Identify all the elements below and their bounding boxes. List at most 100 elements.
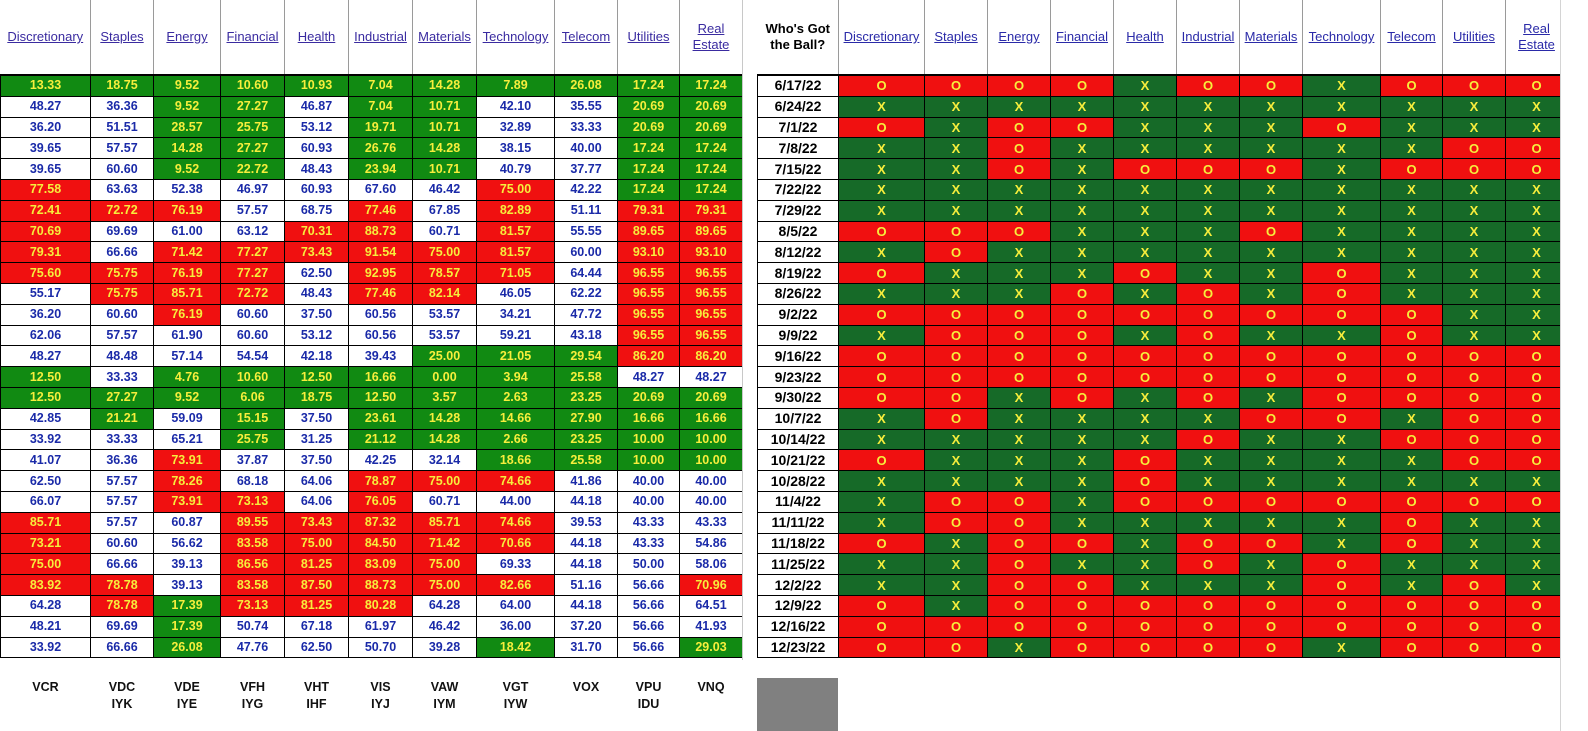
value-cell[interactable]: 42.10: [476, 95, 555, 118]
signal-cell[interactable]: O: [1505, 636, 1568, 659]
value-cell[interactable]: 12.50: [284, 366, 349, 388]
value-cell[interactable]: 25.75: [220, 116, 285, 139]
signal-cell[interactable]: X: [1505, 532, 1568, 555]
value-cell[interactable]: 16.66: [679, 407, 743, 430]
signal-cell[interactable]: X: [1239, 386, 1303, 409]
ticker-cell[interactable]: [680, 695, 743, 712]
signal-cell[interactable]: X: [1176, 178, 1240, 201]
value-cell[interactable]: 61.90: [153, 324, 221, 347]
value-cell[interactable]: 37.50: [284, 407, 349, 430]
date-cell[interactable]: 7/22/22: [757, 178, 839, 201]
value-cell[interactable]: 60.87: [153, 511, 221, 534]
value-cell[interactable]: 0.00: [412, 366, 477, 388]
value-cell[interactable]: 26.08: [153, 636, 221, 659]
signal-cell[interactable]: O: [1050, 366, 1114, 388]
signal-cell[interactable]: O: [1505, 345, 1568, 368]
date-cell[interactable]: 12/2/22: [757, 574, 839, 596]
value-cell[interactable]: 21.21: [90, 407, 154, 430]
value-cell[interactable]: 9.52: [153, 74, 221, 97]
signal-cell[interactable]: O: [838, 116, 925, 139]
ticker-cell[interactable]: IYE: [176, 696, 198, 711]
signal-cell[interactable]: O: [924, 220, 988, 243]
signal-cell[interactable]: X: [1380, 199, 1443, 222]
signal-cell[interactable]: X: [924, 532, 988, 555]
value-cell[interactable]: 37.87: [220, 449, 285, 472]
signal-cell[interactable]: X: [1442, 303, 1506, 326]
signal-cell[interactable]: X: [1505, 511, 1568, 534]
signal-cell[interactable]: X: [1050, 490, 1114, 513]
signal-cell[interactable]: X: [987, 178, 1051, 201]
value-cell[interactable]: 70.96: [679, 574, 743, 596]
signal-cell[interactable]: O: [1176, 345, 1240, 368]
value-cell[interactable]: 96.55: [679, 303, 743, 326]
value-cell[interactable]: 12.50: [348, 386, 413, 409]
col-header-technology[interactable]: Technology: [476, 0, 555, 76]
signal-cell[interactable]: X: [838, 95, 925, 118]
signal-cell[interactable]: X: [987, 262, 1051, 284]
value-cell[interactable]: 2.66: [476, 428, 555, 451]
signal-cell[interactable]: O: [924, 366, 988, 388]
signal-cell[interactable]: X: [1302, 74, 1381, 97]
ball-header-discretionary[interactable]: Discretionary: [838, 0, 925, 76]
value-cell[interactable]: 40.00: [617, 470, 680, 492]
value-cell[interactable]: 14.66: [476, 407, 555, 430]
signal-cell[interactable]: X: [1239, 553, 1303, 576]
signal-cell[interactable]: X: [1239, 95, 1303, 118]
signal-cell[interactable]: X: [1380, 241, 1443, 264]
signal-cell[interactable]: O: [924, 241, 988, 264]
value-cell[interactable]: 29.54: [554, 345, 618, 368]
signal-cell[interactable]: X: [1050, 241, 1114, 264]
signal-cell[interactable]: X: [838, 470, 925, 492]
signal-cell[interactable]: O: [1380, 345, 1443, 368]
signal-cell[interactable]: X: [924, 137, 988, 160]
value-cell[interactable]: 88.73: [348, 574, 413, 596]
value-cell[interactable]: 57.57: [90, 490, 154, 513]
col-header-utilities[interactable]: Utilities: [617, 0, 680, 76]
value-cell[interactable]: 75.00: [412, 553, 477, 576]
value-cell[interactable]: 66.66: [90, 553, 154, 576]
signal-cell[interactable]: O: [924, 407, 988, 430]
signal-cell[interactable]: X: [1380, 178, 1443, 201]
value-cell[interactable]: 77.27: [220, 241, 285, 264]
value-cell[interactable]: 9.52: [153, 95, 221, 118]
signal-cell[interactable]: O: [1302, 407, 1381, 430]
signal-cell[interactable]: O: [1302, 282, 1381, 305]
signal-cell[interactable]: X: [1050, 199, 1114, 222]
value-cell[interactable]: 55.55: [554, 220, 618, 243]
value-cell[interactable]: 39.43: [348, 345, 413, 368]
signal-cell[interactable]: X: [838, 490, 925, 513]
signal-cell[interactable]: O: [1505, 366, 1568, 388]
signal-cell[interactable]: O: [1113, 470, 1177, 492]
signal-cell[interactable]: O: [987, 324, 1051, 347]
value-cell[interactable]: 48.27: [0, 95, 91, 118]
signal-cell[interactable]: O: [987, 303, 1051, 326]
value-cell[interactable]: 76.19: [153, 262, 221, 284]
ticker-cell[interactable]: IHF: [306, 696, 327, 711]
signal-cell[interactable]: O: [1442, 428, 1506, 451]
value-cell[interactable]: 10.71: [412, 158, 477, 180]
ticker-cell[interactable]: VCR: [32, 679, 59, 694]
value-cell[interactable]: 38.15: [476, 137, 555, 160]
value-cell[interactable]: 78.57: [412, 262, 477, 284]
signal-cell[interactable]: O: [1113, 262, 1177, 284]
signal-cell[interactable]: X: [1380, 407, 1443, 430]
signal-cell[interactable]: O: [1442, 366, 1506, 388]
signal-cell[interactable]: O: [987, 615, 1051, 638]
ball-header-utilities[interactable]: Utilities: [1442, 0, 1506, 76]
signal-cell[interactable]: X: [1505, 303, 1568, 326]
value-cell[interactable]: 77.58: [0, 178, 91, 201]
value-cell[interactable]: 33.33: [90, 366, 154, 388]
signal-cell[interactable]: O: [1380, 158, 1443, 180]
value-cell[interactable]: 18.75: [90, 74, 154, 97]
signal-cell[interactable]: X: [987, 95, 1051, 118]
signal-cell[interactable]: O: [1176, 282, 1240, 305]
value-cell[interactable]: 54.54: [220, 345, 285, 368]
signal-cell[interactable]: O: [1176, 74, 1240, 97]
ticker-cell[interactable]: [1, 695, 91, 712]
date-cell[interactable]: 10/7/22: [757, 407, 839, 430]
value-cell[interactable]: 75.00: [284, 532, 349, 555]
value-cell[interactable]: 18.75: [284, 386, 349, 409]
value-cell[interactable]: 23.25: [554, 386, 618, 409]
date-cell[interactable]: 9/16/22: [757, 345, 839, 368]
signal-cell[interactable]: X: [1302, 428, 1381, 451]
